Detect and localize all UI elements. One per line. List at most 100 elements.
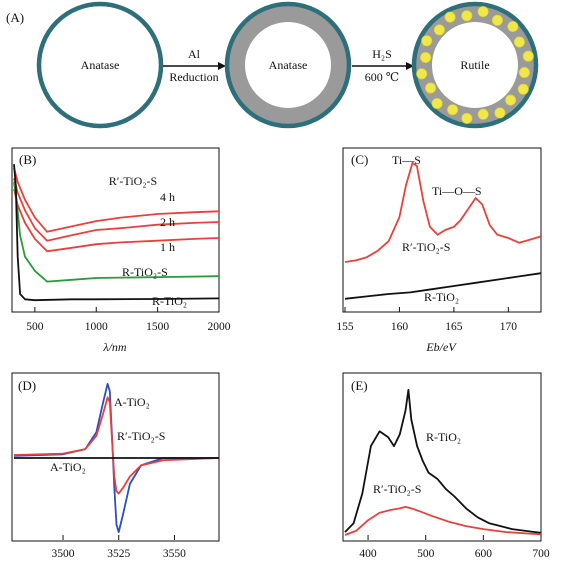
rutile-particle: [416, 68, 428, 80]
shell-inner: [432, 22, 518, 108]
label-ti-o-s: Ti—O—S: [432, 184, 482, 198]
x-ticks: 500 1000 1500 2000: [26, 307, 231, 333]
panel-a-label: (A): [6, 10, 24, 25]
series-line-r-tio-s-2-h: [13, 178, 220, 242]
x-tick-label: 1000: [85, 321, 108, 333]
series-line-r-tio: [344, 272, 542, 300]
x-tick-label: 600: [475, 548, 493, 560]
x-tick-label: 160: [391, 321, 409, 333]
label-4h: 4 h: [160, 190, 175, 204]
rutile-particle: [494, 107, 506, 119]
sphere-anatase-hollow: Anatase: [36, 1, 164, 129]
panel-a: (A) Anatase Al Reduction Anatase H₂S 600…: [6, 1, 539, 129]
panel-d: (D) 3500 3525 3550 A-TiO₂ R′-TiO₂-S A-TiO₂: [11, 372, 220, 560]
reduction-arrow: Al Reduction: [163, 47, 226, 84]
x-axis-label: λ/nm: [102, 340, 127, 354]
x-tick-label: 165: [445, 321, 463, 333]
series-group: [344, 389, 542, 536]
arrow-1-top-label: Al: [188, 47, 201, 61]
series-group: [13, 164, 220, 302]
label-r-prime-group: R′-TiO₂-S: [109, 174, 157, 188]
sulfidation-arrow: H₂S 600 ℃: [352, 47, 414, 84]
rutile-particle: [461, 10, 473, 22]
x-axis-label: Eb/eV: [425, 340, 457, 354]
label-r-tio2: R-TiO₂: [426, 430, 461, 444]
x-tick-label: 3525: [107, 548, 130, 560]
sphere-label-1: Anatase: [81, 58, 120, 72]
panel-c-label: (C): [351, 152, 368, 167]
rutile-particle: [461, 112, 473, 124]
panel-d-label: (D): [18, 378, 36, 393]
label-r-prime: R′-TiO₂-S: [373, 482, 421, 496]
rutile-particle: [505, 94, 517, 106]
label-r-tio2: R-TiO₂: [424, 290, 459, 304]
arrow-head: [218, 62, 226, 70]
series-line-r-tio-s-1-h: [13, 188, 220, 253]
rutile-particle: [522, 50, 534, 62]
sphere-label-3: Rutile: [460, 58, 489, 72]
rutile-particle: [431, 98, 443, 110]
rutile-particles: [416, 6, 534, 124]
rutile-particle: [447, 104, 459, 116]
plot-frame: [342, 372, 542, 542]
rutile-particle: [477, 6, 489, 18]
x-tick-label: 1500: [146, 321, 169, 333]
sphere-anatase-shell: Anatase: [224, 1, 352, 129]
x-tick-label: 400: [359, 548, 377, 560]
label-r-prime: R′-TiO₂-S: [117, 429, 165, 443]
x-ticks: 155 160 165 170: [336, 307, 517, 333]
label-2h: 2 h: [160, 215, 175, 229]
x-tick-label: 2000: [208, 321, 231, 333]
x-tick-label: 155: [336, 321, 354, 333]
panel-b: (B) 500 1000 1500 2000 R′-TiO₂-S 4 h 2 h 1 …: [11, 147, 231, 354]
series-line-r-tio-s: [344, 161, 542, 263]
label-ti-s: Ti—S: [392, 153, 421, 167]
sphere-outline: [36, 1, 164, 129]
series-line-r-tio: [13, 164, 220, 302]
x-ticks: 400 500 600 700: [359, 535, 550, 560]
arrow-2-top-label: H₂S: [372, 47, 392, 61]
panel-e: (E) 400 500 600 700 R-TiO₂ R′-TiO₂-S: [342, 372, 550, 560]
x-ticks: 3500 3525 3550: [52, 535, 186, 560]
series-group: [344, 161, 542, 300]
label-r-prime: R′-TiO₂-S: [402, 240, 450, 254]
rutile-particle: [433, 24, 445, 36]
arrow-head: [406, 62, 414, 70]
arrow-2-bottom-label: 600 ℃: [365, 70, 399, 84]
series-line-r-tio: [344, 389, 542, 534]
series-line-r-tio-s: [13, 396, 220, 495]
plot-frame: [11, 147, 220, 313]
rutile-particle: [491, 14, 503, 26]
label-r-tio2: R-TiO₂: [152, 294, 187, 308]
series-line-r-tio-s-4-h: [13, 167, 220, 233]
rutile-particle: [444, 11, 456, 23]
label-a-tio2-top: A-TiO₂: [114, 395, 150, 409]
rutile-particle: [513, 36, 525, 48]
rutile-particle: [517, 83, 529, 95]
panel-c: (C) 155 160 165 170 Ti—S Ti—O—S R′-TiO₂-S R…: [336, 147, 542, 354]
plot-frame: [11, 372, 220, 542]
label-r-tio2-s: R-TiO₂-S: [122, 265, 168, 279]
panel-b-label: (B): [19, 152, 36, 167]
label-1h: 1 h: [160, 240, 175, 254]
x-tick-label: 500: [417, 548, 435, 560]
rutile-particle: [477, 108, 489, 120]
series-group: [13, 383, 220, 533]
rutile-particle: [518, 67, 530, 79]
x-tick-label: 500: [26, 321, 44, 333]
shell-inner: [245, 22, 331, 108]
series-line-r-tio-s: [344, 506, 542, 536]
rutile-particle: [507, 20, 519, 32]
rutile-particle: [420, 51, 432, 63]
panel-e-label: (E): [351, 378, 368, 393]
series-line-r-tio-s: [13, 181, 220, 283]
sphere-rutile-shell: Rutile: [411, 1, 539, 129]
x-tick-label: 3500: [52, 548, 75, 560]
x-tick-label: 700: [532, 548, 550, 560]
x-tick-label: 3550: [163, 548, 186, 560]
rutile-particle: [425, 82, 437, 94]
sphere-label-2: Anatase: [269, 58, 308, 72]
rutile-particle: [421, 35, 433, 47]
plot-frame: [342, 147, 542, 313]
